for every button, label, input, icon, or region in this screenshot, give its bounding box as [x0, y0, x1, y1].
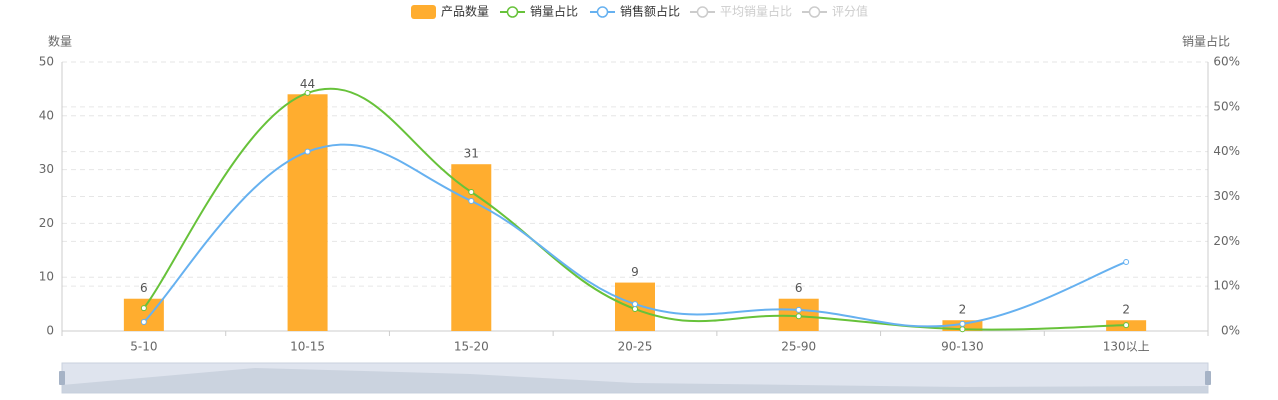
line-point	[959, 320, 966, 327]
bar-value-label: 6	[140, 281, 148, 295]
legend-label[interactable]: 产品数量	[441, 4, 489, 19]
zoom-handle[interactable]	[1205, 371, 1211, 385]
bar-value-label: 44	[300, 77, 315, 91]
bar-value-label: 6	[795, 281, 803, 295]
legend-label[interactable]: 销售额占比	[620, 4, 680, 19]
legend-swatch[interactable]	[411, 5, 436, 19]
line-point	[1123, 322, 1130, 329]
line-point	[1123, 258, 1130, 265]
legend-label[interactable]: 评分值	[832, 4, 868, 19]
legend-swatch[interactable]	[506, 6, 519, 18]
line-point	[795, 306, 802, 313]
line-point	[632, 306, 638, 313]
line-point	[140, 305, 147, 312]
y-tick-label: 30	[39, 162, 54, 176]
x-tick-label: 10-15	[290, 340, 325, 354]
x-tick-label: 15-20	[454, 340, 489, 354]
line-point	[140, 319, 147, 326]
legend-swatch[interactable]	[808, 6, 821, 18]
zoom-handle[interactable]	[59, 371, 65, 385]
y2-tick-label: 40%	[1213, 144, 1240, 158]
line-point	[304, 148, 311, 155]
line-point	[632, 301, 638, 308]
y-tick-label: 10	[39, 270, 54, 284]
y-axis-label: 数量	[48, 34, 72, 49]
line-point	[468, 189, 475, 196]
legend-swatch[interactable]	[696, 6, 709, 18]
y2-axis-label: 销量占比	[1182, 34, 1230, 49]
line	[143, 87, 1127, 331]
x-tick-label: 20-25	[618, 340, 653, 354]
x-tick-label: 130以上	[1103, 340, 1150, 354]
legend-label[interactable]: 平均销量占比	[720, 4, 792, 19]
line-point	[959, 326, 966, 333]
bar-value-label: 2	[959, 303, 967, 317]
zoom-preview	[62, 368, 1208, 393]
legend-swatch[interactable]	[596, 6, 609, 18]
bar-value-label: 31	[464, 147, 479, 161]
bar-value-label: 9	[631, 265, 639, 279]
y-tick-label: 20	[39, 216, 54, 230]
x-tick-label: 5-10	[130, 340, 157, 354]
y-tick-label: 50	[39, 55, 54, 69]
y-tick-label: 40	[39, 108, 54, 122]
data-zoom[interactable]	[59, 362, 1211, 394]
bar-value-label: 2	[1122, 303, 1130, 317]
legend-label[interactable]: 销量占比	[530, 4, 578, 19]
y2-tick-label: 60%	[1213, 55, 1240, 69]
y2-tick-label: 0%	[1221, 324, 1240, 338]
bar	[123, 298, 164, 331]
line-point	[468, 197, 475, 204]
y-tick-label: 0	[46, 324, 54, 338]
line-point	[795, 313, 802, 320]
line-point	[304, 89, 311, 96]
x-tick-label: 90-130	[941, 340, 984, 354]
x-tick-label: 25-90	[781, 340, 816, 354]
y2-tick-label: 10%	[1213, 279, 1240, 293]
y2-tick-label: 50%	[1213, 99, 1240, 113]
y2-tick-label: 30%	[1213, 189, 1240, 203]
bar	[287, 94, 328, 331]
y2-tick-label: 20%	[1213, 234, 1240, 248]
